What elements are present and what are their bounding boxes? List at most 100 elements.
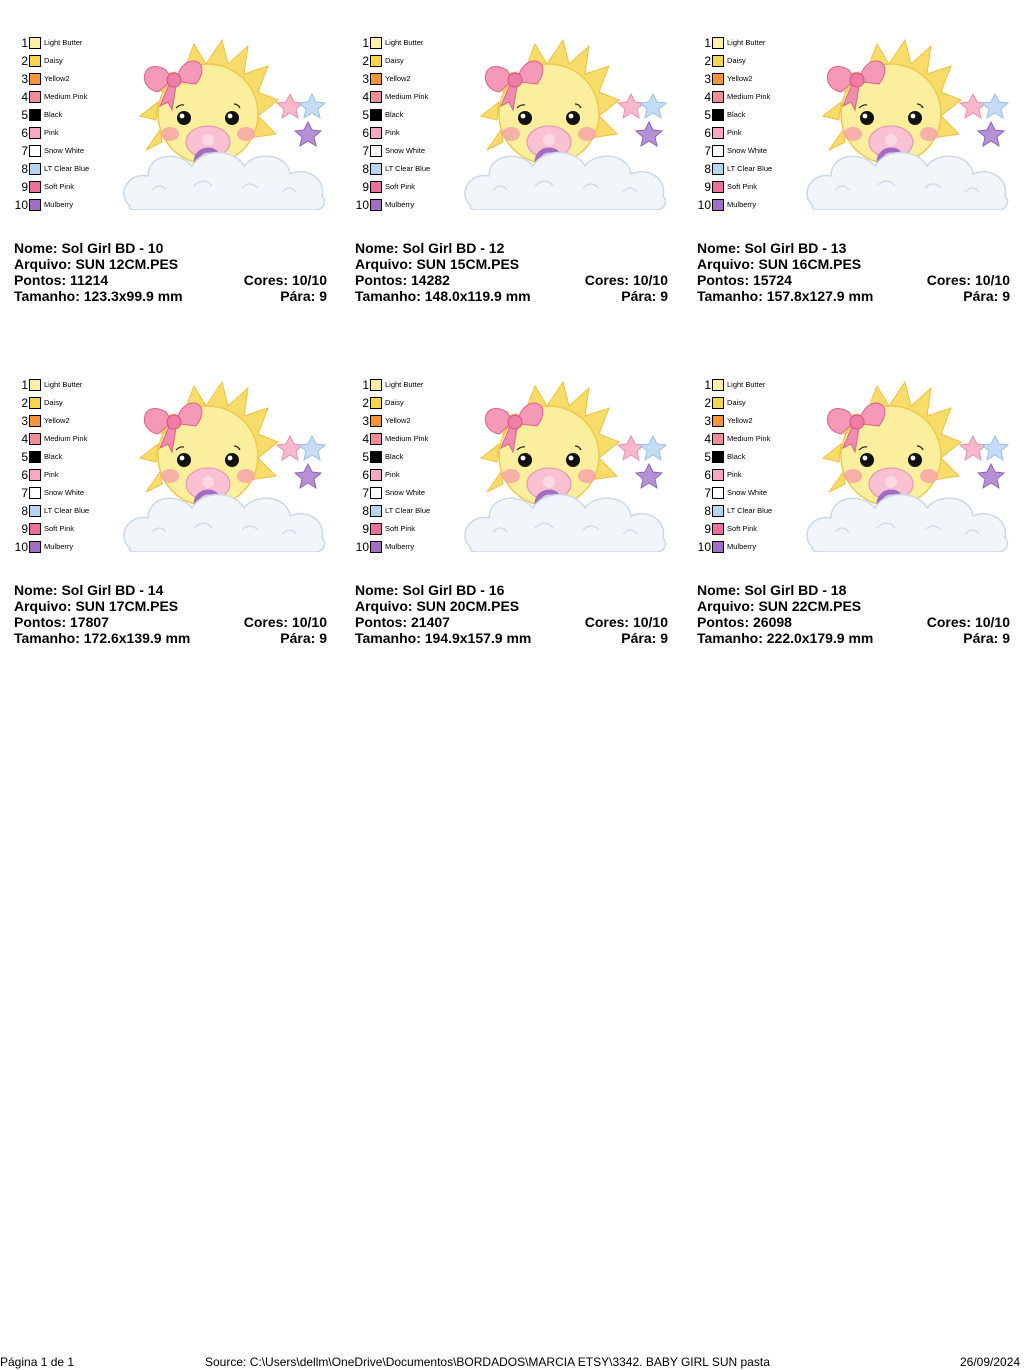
eyes <box>516 445 582 467</box>
thread-color-swatch <box>29 451 41 463</box>
thread-name: Soft Pink <box>727 524 758 533</box>
thread-number: 3 <box>21 414 28 428</box>
stars <box>275 434 327 490</box>
design-size: Tamanho: 157.8x127.9 mm <box>697 288 874 304</box>
thread-color-swatch <box>712 379 724 391</box>
thread-color-swatch <box>712 397 724 409</box>
eyes <box>516 103 582 125</box>
stitch-count: Pontos: 21407 <box>355 614 450 630</box>
cheeks <box>161 127 255 141</box>
thread-number: 7 <box>704 144 711 158</box>
thread-color-swatch <box>712 163 724 175</box>
thread-color-swatch <box>370 91 382 103</box>
thread-item: 6 Pink <box>14 124 124 142</box>
thread-name: Daisy <box>727 398 746 407</box>
thread-number: 4 <box>362 432 369 446</box>
eyes <box>175 445 241 467</box>
design-name: Nome: Sol Girl BD - 10 <box>14 240 164 256</box>
thread-item: 4 Medium Pink <box>14 88 124 106</box>
thread-number: 3 <box>21 72 28 86</box>
thread-color-swatch <box>370 523 382 535</box>
bow <box>484 60 544 112</box>
clouds <box>123 493 326 552</box>
thread-name: Snow White <box>727 488 768 497</box>
thread-item: 3 Yellow2 <box>697 412 807 430</box>
thread-number: 1 <box>362 378 369 392</box>
design-card: 1 Light Butter 2 Daisy 3 Yellow2 4 Medium Pink 5… <box>697 8 1017 328</box>
thread-name: Yellow2 <box>44 416 70 425</box>
thread-number: 10 <box>697 198 711 212</box>
thread-color-swatch <box>370 73 382 85</box>
thread-color-swatch <box>712 109 724 121</box>
thread-number: 7 <box>704 486 711 500</box>
thread-number: 4 <box>21 432 28 446</box>
thread-color-swatch <box>712 181 724 193</box>
thread-color-swatch <box>370 541 382 553</box>
thread-number: 7 <box>21 486 28 500</box>
thread-number: 2 <box>362 396 369 410</box>
thread-name: Medium Pink <box>44 434 88 443</box>
thread-item: 5 Black <box>355 106 465 124</box>
thread-item: 4 Medium Pink <box>355 430 465 448</box>
thread-name: Yellow2 <box>727 416 753 425</box>
thread-item: 3 Yellow2 <box>14 412 124 430</box>
thread-number: 1 <box>21 378 28 392</box>
thread-item: 10 Mulberry <box>355 538 465 556</box>
design-card: 1 Light Butter 2 Daisy 3 Yellow2 4 Medium Pink 5… <box>355 350 675 670</box>
thread-item: 9 Soft Pink <box>14 520 124 538</box>
thread-name: LT Clear Blue <box>44 164 90 173</box>
thread-item: 10 Mulberry <box>697 538 807 556</box>
sun-girl-embroidery-preview <box>806 38 1010 210</box>
thread-name: LT Clear Blue <box>727 164 773 173</box>
thread-number: 2 <box>704 396 711 410</box>
thread-number: 1 <box>704 378 711 392</box>
thread-color-swatch <box>712 91 724 103</box>
thread-name: Medium Pink <box>385 434 429 443</box>
source-path: Source: C:\Users\dellm\OneDrive\Document… <box>205 1355 770 1369</box>
thread-item: 7 Snow White <box>697 142 807 160</box>
thread-color-list: 1 Light Butter 2 Daisy 3 Yellow2 4 Medium Pink 5… <box>14 34 124 214</box>
print-date: 26/09/2024 <box>960 1355 1021 1369</box>
design-file: Arquivo: SUN 20CM.PES <box>355 598 520 614</box>
thread-name: Light Butter <box>44 38 83 47</box>
thread-number: 7 <box>362 486 369 500</box>
thread-color-swatch <box>29 469 41 481</box>
thread-number: 10 <box>697 540 711 554</box>
stars <box>616 434 668 490</box>
thread-name: Daisy <box>385 56 404 65</box>
thread-number: 7 <box>362 144 369 158</box>
design-info: Nome: Sol Girl BD - 10 Arquivo: SUN 12CM… <box>14 240 327 304</box>
thread-item: 6 Pink <box>355 466 465 484</box>
thread-color-swatch <box>712 433 724 445</box>
thread-number: 2 <box>21 396 28 410</box>
thread-number: 6 <box>362 468 369 482</box>
thread-color-swatch <box>370 379 382 391</box>
thread-color-swatch <box>712 451 724 463</box>
thread-item: 2 Daisy <box>14 52 124 70</box>
thread-color-swatch <box>29 37 41 49</box>
thread-number: 6 <box>704 468 711 482</box>
thread-item: 5 Black <box>14 106 124 124</box>
thread-color-swatch <box>370 181 382 193</box>
stars <box>958 434 1010 490</box>
thread-item: 3 Yellow2 <box>355 70 465 88</box>
thread-name: Light Butter <box>727 380 766 389</box>
thread-number: 6 <box>704 126 711 140</box>
thread-item: 6 Pink <box>697 124 807 142</box>
sun-girl-embroidery-preview <box>123 38 327 210</box>
thread-item: 2 Daisy <box>14 394 124 412</box>
thread-item: 8 LT Clear Blue <box>697 502 807 520</box>
thread-number: 3 <box>704 72 711 86</box>
thread-name: Pink <box>44 470 59 479</box>
design-size: Tamanho: 172.6x139.9 mm <box>14 630 191 646</box>
thread-color-swatch <box>712 469 724 481</box>
thread-color-swatch <box>370 397 382 409</box>
eyes <box>858 445 924 467</box>
thread-number: 10 <box>14 198 28 212</box>
thread-name: Pink <box>385 128 400 137</box>
thread-color-swatch <box>29 91 41 103</box>
thread-name: LT Clear Blue <box>44 506 90 515</box>
thread-color-list: 1 Light Butter 2 Daisy 3 Yellow2 4 Medium Pink 5… <box>355 376 465 556</box>
cheeks <box>844 127 938 141</box>
thread-number: 4 <box>362 90 369 104</box>
